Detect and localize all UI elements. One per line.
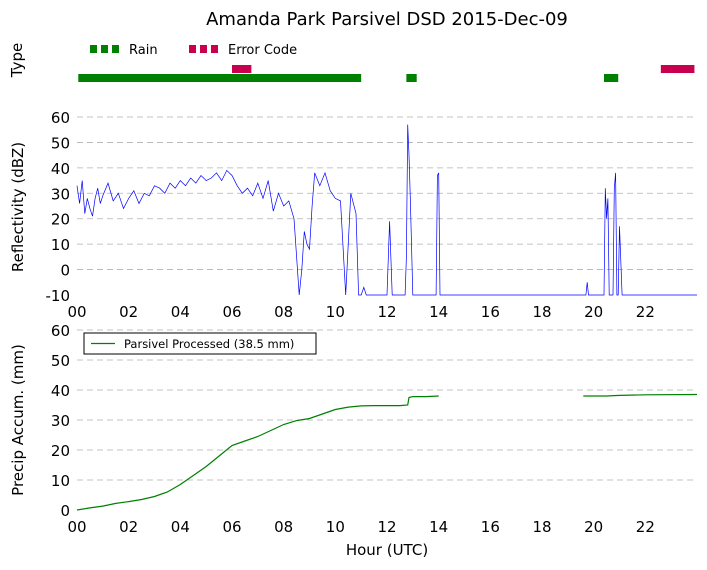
x-tick-label: 18 [532, 518, 551, 536]
type-bars [78, 65, 695, 82]
rain-legend-swatch [101, 45, 108, 53]
precip-series-line [583, 393, 698, 397]
x-tick-label: 16 [481, 518, 500, 536]
reflectivity-series-line [76, 124, 697, 296]
y-tick-label: 60 [51, 109, 70, 127]
y-tick-label: 0 [60, 502, 70, 520]
precip-grid [77, 329, 697, 481]
x-tick-label: 08 [274, 303, 293, 321]
x-tick-label: 02 [119, 303, 138, 321]
x-tick-label: 10 [326, 518, 345, 536]
x-tick-label: 14 [429, 303, 448, 321]
y-tick-label: -10 [46, 287, 71, 305]
x-tick-label: 22 [636, 303, 655, 321]
precip-legend: Parsivel Processed (38.5 mm) [83, 332, 317, 355]
x-tick-label: 00 [67, 518, 86, 536]
x-tick-label: 08 [274, 518, 293, 536]
y-tick-label: 50 [51, 134, 70, 152]
x-axis-label: Hour (UTC) [346, 541, 428, 559]
y-tick-label: 10 [51, 472, 70, 490]
x-tick-label: 04 [171, 303, 190, 321]
y-tick-label: 40 [51, 160, 70, 178]
rain-legend-swatch [112, 45, 119, 53]
precip-series-line [76, 395, 439, 511]
x-tick-label: 02 [119, 518, 138, 536]
y-tick-label: 40 [51, 382, 70, 400]
type-legend: Rain Error Code [90, 43, 297, 58]
y-tick-label: 30 [51, 185, 70, 203]
y-tick-label: 0 [60, 262, 70, 280]
type-panel-ylabel: Type [8, 43, 26, 78]
x-tick-label: 12 [377, 303, 396, 321]
rain-interval-bar [406, 74, 417, 82]
y-tick-label: 20 [51, 211, 70, 229]
precip-legend-box [83, 332, 317, 355]
error-legend-label: Error Code [228, 43, 297, 58]
reflectivity-ylabel: Reflectivity (dBZ) [9, 142, 27, 272]
x-tick-label: 10 [326, 303, 345, 321]
rain-interval-bar [78, 74, 362, 82]
y-tick-label: 30 [51, 412, 70, 430]
error-legend-swatch [211, 45, 218, 53]
x-tick-label: 16 [481, 303, 500, 321]
y-tick-label: 60 [51, 322, 70, 340]
precip-ylabel: Precip Accum. (mm) [9, 344, 27, 496]
precip-y-ticks: 0 10 20 30 40 50 60 [51, 322, 70, 520]
error-legend-swatch [200, 45, 207, 53]
x-tick-label: 00 [67, 303, 86, 321]
x-tick-label: 14 [429, 518, 448, 536]
x-tick-label: 20 [584, 518, 603, 536]
y-tick-label: 50 [51, 352, 70, 370]
y-tick-label: 10 [51, 236, 70, 254]
rain-legend-label: Rain [129, 43, 158, 58]
x-tick-label: 12 [377, 518, 396, 536]
x-tick-label: 06 [222, 518, 241, 536]
chart-title: Amanda Park Parsivel DSD 2015-Dec-09 [206, 9, 568, 30]
error-interval-bar [232, 65, 252, 73]
precip-legend-label: Parsivel Processed (38.5 mm) [124, 337, 294, 351]
precip-x-ticks: 00 02 04 06 08 10 12 14 16 18 20 22 [67, 518, 654, 536]
x-tick-label: 18 [532, 303, 551, 321]
x-tick-label: 22 [636, 518, 655, 536]
x-tick-label: 20 [584, 303, 603, 321]
rain-legend-swatch [90, 45, 97, 53]
rain-interval-bar [604, 74, 619, 82]
x-tick-label: 06 [222, 303, 241, 321]
reflectivity-x-ticks: 00 02 04 06 08 10 12 14 16 18 20 22 [67, 303, 654, 321]
precip-series-lines [76, 393, 698, 511]
reflectivity-grid [77, 116, 697, 270]
error-legend-swatch [189, 45, 196, 53]
error-interval-bar [660, 65, 695, 73]
x-tick-label: 04 [171, 518, 190, 536]
y-tick-label: 20 [51, 442, 70, 460]
reflectivity-y-ticks: -10 0 10 20 30 40 50 60 [46, 109, 71, 305]
